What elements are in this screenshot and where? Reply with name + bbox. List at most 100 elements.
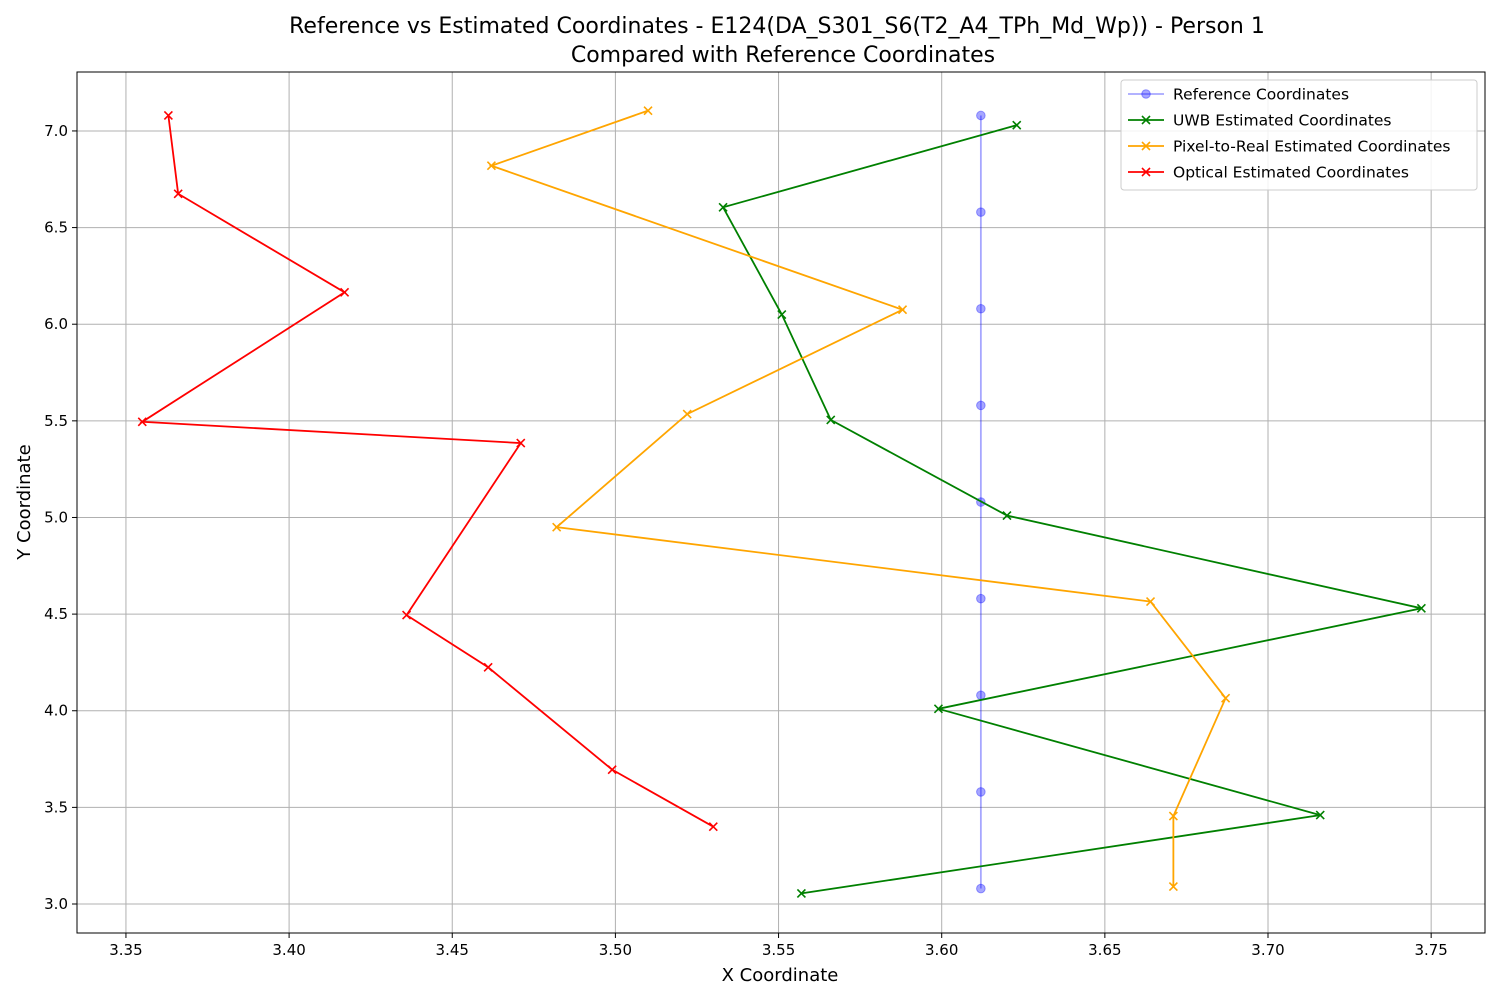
data-point [682,409,692,419]
x-marker-stroke [777,309,787,320]
legend-label: Pixel-to-Real Estimated Coordinates [1173,138,1451,156]
x-marker-stroke [1168,811,1178,821]
legend-box [1120,79,1478,191]
data-point [976,400,986,411]
data-point [897,305,908,315]
data-point [643,106,653,116]
x-marker-stroke [1221,693,1231,703]
y-axis-label: Y Coordinate [14,444,35,560]
data-point [933,704,944,714]
series-layer [137,106,1426,898]
legend-label: Reference Coordinates [1173,86,1349,104]
legend-entry: UWB Estimated Coordinates [1128,112,1392,130]
x-marker-stroke [340,287,350,297]
legend-marker [1141,141,1151,151]
plot-frame [76,71,1486,934]
data-point [137,417,147,427]
data-point [976,787,986,797]
data-point [976,690,986,701]
data-point [1221,693,1231,703]
data-point [402,610,412,620]
y-tick-label: 6.5 [44,219,68,237]
data-point [516,438,526,448]
tick-layer: 3.35 3.40 3.45 3.50 3.55 3.60 3.65 3.70 3.75 3.0 3… [44,122,1448,959]
data-point [340,287,350,297]
x-marker-stroke [682,409,692,419]
data-point [607,765,617,775]
data-point [1168,882,1178,892]
x-marker-stroke [516,438,526,448]
legend-entry: Optical Estimated Coordinates [1128,164,1409,182]
series-uwb-estimated-coordinates [718,120,1426,898]
legend-entry: Reference Coordinates [1128,86,1349,104]
x-tick-label: 3.70 [1251,941,1284,959]
grid-layer [77,72,1485,933]
data-point [976,883,986,894]
y-tick-label: 5.5 [44,412,68,430]
data-point [483,662,493,672]
data-point [777,309,787,320]
x-tick-label: 3.40 [272,941,305,959]
x-marker-stroke [607,765,617,775]
data-point [1012,120,1022,130]
data-point [552,522,562,532]
data-point [1002,510,1012,521]
x-marker-stroke [1012,120,1022,130]
x-marker-stroke [483,662,493,672]
y-tick-label: 7.0 [44,122,68,140]
data-point [1416,603,1426,613]
data-point [796,888,806,898]
legend-marker [1141,89,1151,99]
x-marker-stroke [826,415,836,425]
x-marker-stroke [1416,603,1426,613]
x-tick-label: 3.60 [925,941,958,959]
legend-entry: Pixel-to-Real Estimated Coordinates [1128,138,1451,156]
chart-title: Reference vs Estimated Coordinates - E12… [289,14,1265,39]
y-tick-label: 3.0 [44,895,68,913]
y-tick-label: 5.0 [44,508,68,526]
data-point [976,207,986,217]
x-tick-label: 3.55 [762,941,795,959]
legend: Reference Coordinates UWB Estimated Coord… [1120,79,1478,191]
data-point [173,189,183,199]
x-marker-stroke [1141,115,1151,125]
x-marker-stroke [796,888,806,898]
x-marker-stroke [1002,510,1012,521]
x-marker-stroke [402,610,412,620]
x-marker-stroke [643,106,653,116]
y-tick-label: 6.0 [44,315,68,333]
x-tick-label: 3.45 [436,941,469,959]
data-point [708,822,718,832]
x-marker-stroke [552,522,562,532]
x-marker-stroke [163,110,173,121]
x-marker-stroke [1141,141,1151,151]
x-marker-stroke [933,704,944,714]
chart-subtitle: Compared with Reference Coordinates [571,43,995,68]
x-marker-stroke [897,305,908,315]
y-tick-label: 4.5 [44,605,68,623]
data-point [976,303,986,314]
legend-label: Optical Estimated Coordinates [1173,164,1409,182]
x-marker-stroke [708,822,718,832]
legend-label: UWB Estimated Coordinates [1173,112,1392,130]
series-optical-estimated-coordinates [137,110,718,832]
data-point [718,202,728,212]
x-marker-stroke [173,189,183,199]
y-tick-label: 3.5 [44,798,68,816]
x-marker-stroke [137,417,147,427]
data-point [486,161,496,171]
series-pixel-to-real-estimated-coordinates [486,106,1231,892]
data-point [1168,811,1178,821]
x-tick-label: 3.50 [599,941,632,959]
data-point [976,593,986,604]
x-tick-label: 3.75 [1414,941,1447,959]
data-point [976,110,986,121]
legend-marker [1141,167,1151,177]
data-point [163,110,173,121]
data-point [1315,810,1325,820]
data-point [826,415,836,425]
x-marker-stroke [1141,167,1151,177]
x-axis-label: X Coordinate [722,965,839,986]
